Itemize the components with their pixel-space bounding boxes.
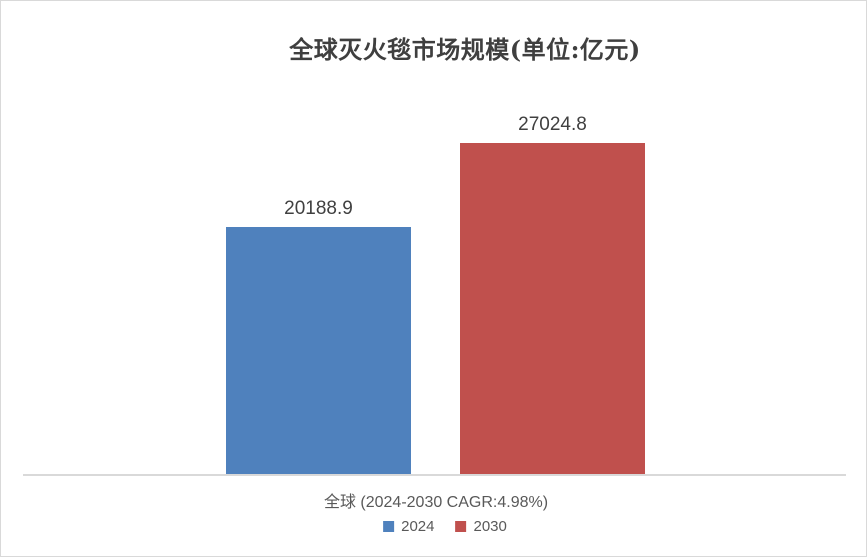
x-axis-category-label: 全球 (2024-2030 CAGR:4.98%) (323, 494, 549, 511)
chart-title: 全球灭火毯市场规模(单位:亿元) (289, 35, 641, 64)
legend-label-2030: 2030 (473, 518, 507, 535)
legend-item-2024: 2024 (383, 518, 435, 535)
data-label-2030: 27024.8 (518, 114, 587, 136)
legend-label-2024: 2024 (401, 518, 435, 535)
plot-area: 20188.9 27024.8 (23, 107, 846, 476)
bar-2024: 20188.9 (226, 198, 411, 474)
legend-item-2030: 2030 (455, 518, 507, 535)
legend-swatch-2024 (383, 521, 395, 532)
legend: 2024 2030 (383, 518, 507, 535)
data-label-2024: 20188.9 (284, 198, 353, 219)
bar-2030: 27024.8 (460, 114, 645, 474)
legend-swatch-2030 (455, 521, 467, 532)
